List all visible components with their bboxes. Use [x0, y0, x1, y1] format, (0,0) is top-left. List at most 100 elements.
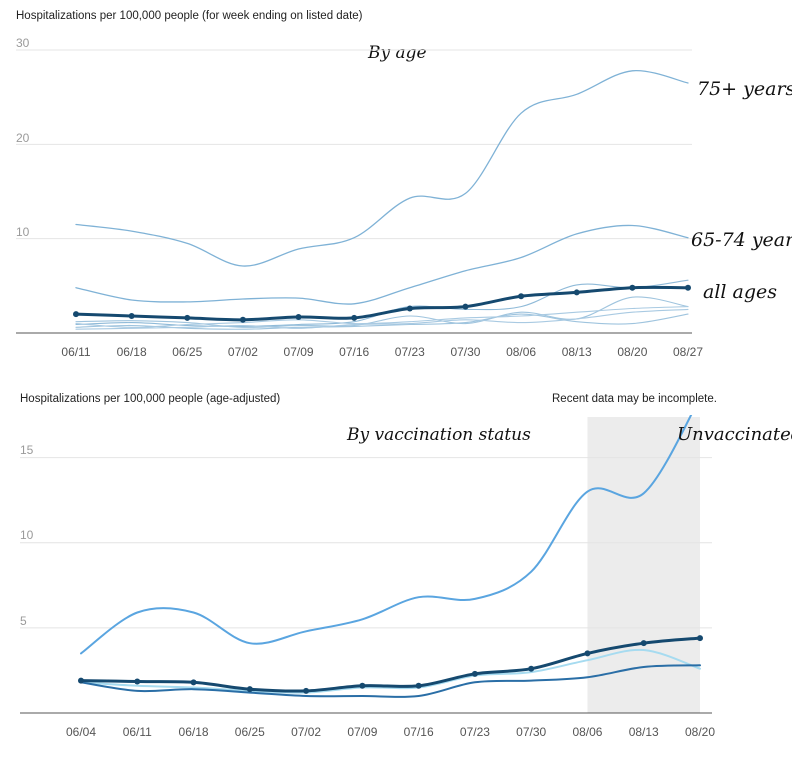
age-xtick-06-11: 06/11	[61, 345, 90, 359]
age-xtick-08-27: 08/27	[673, 345, 703, 359]
age-all-ages-point-07-30	[462, 303, 469, 310]
age-all-ages-point-08-20	[629, 284, 636, 291]
vax-xtick-06-11: 06/11	[123, 725, 152, 739]
vaccination-chart: Hospitalizations per 100,000 people (age…	[20, 393, 792, 739]
age-xtick-07-30: 07/30	[450, 345, 480, 359]
age-chart-gridlines	[16, 49, 692, 240]
vax-series-4-point-08-20	[697, 635, 703, 642]
vax-series-4-series	[78, 635, 703, 694]
age-xtick-07-16: 07/16	[339, 345, 369, 359]
vax-ytick-15: 15	[20, 443, 34, 457]
vax-xtick-07-02: 07/02	[291, 725, 321, 739]
vax-xtick-08-13: 08/13	[629, 725, 659, 739]
vax-series-4-point-08-06	[584, 650, 591, 657]
incomplete-data-note: Recent data may be incomplete.	[552, 393, 717, 405]
vax-series-4-point-07-09	[359, 682, 366, 689]
vax-series-4-point-06-25	[246, 686, 253, 693]
age-all-ages-point-08-27	[685, 284, 691, 291]
vax-ytick-5: 5	[20, 614, 27, 628]
age-all-ages-point-07-02	[239, 316, 246, 323]
vax-xtick-07-09: 07/09	[347, 725, 377, 739]
vax-xtick-07-23: 07/23	[460, 725, 490, 739]
age-all-ages-series	[73, 284, 691, 323]
age-75-years-series	[75, 70, 689, 267]
age-series-6-line	[75, 306, 689, 328]
age-chart-series	[73, 70, 691, 330]
vax-xtick-06-18: 06/18	[179, 725, 209, 739]
age-series-4-series	[75, 296, 689, 328]
vax-series-4-point-07-02	[303, 687, 310, 694]
age-xtick-08-06: 08/06	[506, 345, 536, 359]
vax-series-4-point-07-16	[415, 682, 422, 689]
age-xtick-06-18: 06/18	[117, 345, 147, 359]
vax-series-4-point-06-11	[134, 678, 141, 685]
age-chart-y-axis: 30 20 10	[16, 36, 30, 239]
series-label-unvaccinated: Unvaccinated	[677, 424, 792, 445]
vax-series-3-line	[80, 664, 701, 698]
age-all-ages-point-08-13	[573, 289, 580, 296]
age-all-ages-point-07-09	[295, 313, 302, 320]
age-series-4-line	[75, 296, 689, 328]
age-series-3-line	[75, 279, 689, 327]
age-xtick-06-25: 06/25	[172, 345, 202, 359]
vax-series-4-point-06-18	[190, 679, 197, 686]
age-xtick-07-09: 07/09	[284, 345, 314, 359]
vax-xtick-08-06: 08/06	[572, 725, 602, 739]
vax-chart-gridlines	[20, 457, 712, 629]
vax-series-2-line	[80, 648, 701, 694]
age-chart-series-labels: 75+ years 65-74 years all ages	[691, 78, 792, 303]
vax-chart-series	[78, 415, 703, 698]
vax-series-4-point-07-23	[471, 670, 478, 677]
age-65-74-years-series	[75, 224, 689, 305]
series-label-75-plus: 75+ years	[697, 78, 792, 100]
age-chart-title: Hospitalizations per 100,000 people (for…	[16, 10, 363, 22]
age-all-ages-point-07-16	[351, 314, 358, 321]
age-all-ages-line	[74, 285, 690, 322]
vax-unvaccinated-series	[80, 415, 693, 655]
age-ytick-20: 20	[16, 131, 30, 145]
age-xtick-07-23: 07/23	[395, 345, 425, 359]
age-all-ages-point-06-18	[128, 313, 135, 320]
incomplete-data-shaded-region	[587, 417, 700, 713]
vax-ytick-10: 10	[20, 528, 34, 542]
vax-xtick-08-20: 08/20	[685, 725, 715, 739]
age-75-years-line	[75, 70, 689, 267]
age-chart-annotation: By age	[367, 43, 427, 63]
vax-series-2-series	[80, 648, 701, 694]
age-all-ages-point-06-25	[184, 314, 191, 321]
age-65-74-years-line	[75, 224, 689, 305]
age-xtick-08-20: 08/20	[617, 345, 647, 359]
age-all-ages-point-08-06	[518, 293, 525, 300]
vax-unvaccinated-line	[80, 415, 693, 655]
vax-chart-y-axis: 15 10 5	[20, 443, 34, 628]
vax-xtick-07-16: 07/16	[404, 725, 434, 739]
vax-chart-x-axis: 06/04 06/11 06/18 06/25 07/02 07/09 07/16 07/23…	[66, 725, 715, 739]
age-xtick-08-13: 08/13	[562, 345, 592, 359]
age-ytick-10: 10	[16, 225, 30, 239]
vax-xtick-07-30: 07/30	[516, 725, 546, 739]
age-all-ages-point-07-23	[406, 305, 413, 312]
vax-series-4-point-06-04	[78, 677, 84, 684]
vax-xtick-06-04: 06/04	[66, 725, 96, 739]
age-series-5-line	[75, 313, 689, 330]
age-series-7-line	[75, 308, 689, 330]
age-series-7-series	[75, 308, 689, 330]
age-series-6-series	[75, 306, 689, 328]
vax-chart-annotation: By vaccination status	[346, 425, 531, 445]
age-all-ages-point-06-11	[73, 311, 79, 318]
vax-series-4-line	[79, 636, 702, 693]
series-label-65-74: 65-74 years	[691, 229, 792, 251]
age-chart-x-axis: 06/11 06/18 06/25 07/02 07/09 07/16 07/23 07/30…	[61, 345, 703, 359]
vax-chart-title: Hospitalizations per 100,000 people (age…	[20, 393, 280, 405]
vax-series-4-point-08-13	[640, 640, 647, 647]
age-ytick-30: 30	[16, 36, 30, 50]
vax-series-4-point-07-30	[528, 665, 535, 672]
age-chart: Hospitalizations per 100,000 people (for…	[16, 10, 792, 359]
vax-xtick-06-25: 06/25	[235, 725, 265, 739]
vax-series-3-series	[80, 664, 701, 698]
age-series-5-series	[75, 313, 689, 330]
age-xtick-07-02: 07/02	[228, 345, 258, 359]
series-label-all-ages: all ages	[703, 281, 777, 303]
age-series-3-series	[75, 279, 689, 327]
